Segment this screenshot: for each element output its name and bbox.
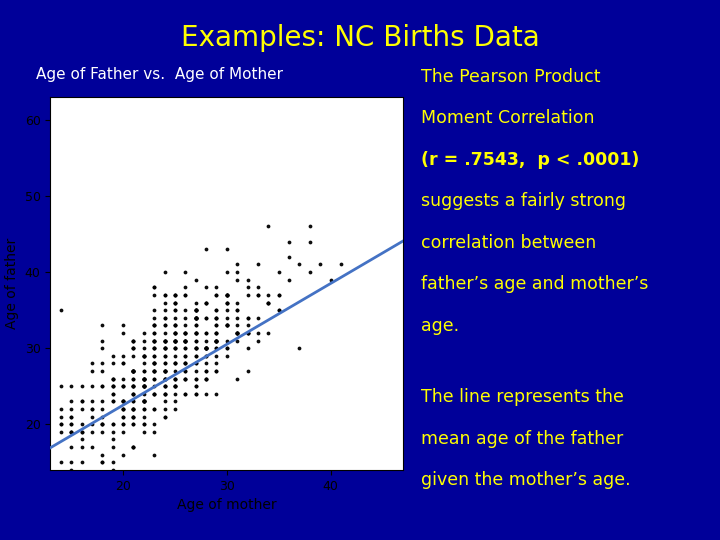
Text: father’s age and mother’s: father’s age and mother’s	[421, 275, 649, 293]
Text: mean age of the father: mean age of the father	[421, 430, 624, 448]
Text: age.: age.	[421, 317, 459, 335]
X-axis label: Age of mother: Age of mother	[177, 498, 276, 512]
Text: Examples: NC Births Data: Examples: NC Births Data	[181, 24, 539, 52]
Text: suggests a fairly strong: suggests a fairly strong	[421, 192, 626, 210]
Y-axis label: Age of father: Age of father	[5, 238, 19, 329]
Text: (r = .7543,  p < .0001): (r = .7543, p < .0001)	[421, 151, 639, 168]
Text: given the mother’s age.: given the mother’s age.	[421, 471, 631, 489]
Text: Age of Father vs.  Age of Mother: Age of Father vs. Age of Mother	[36, 68, 283, 83]
Text: The line represents the: The line represents the	[421, 388, 624, 406]
Text: Moment Correlation: Moment Correlation	[421, 109, 595, 127]
Text: The Pearson Product: The Pearson Product	[421, 68, 600, 85]
Text: correlation between: correlation between	[421, 234, 596, 252]
